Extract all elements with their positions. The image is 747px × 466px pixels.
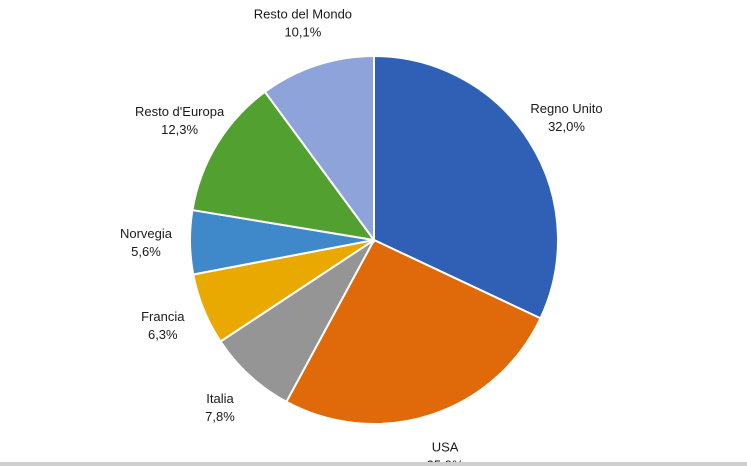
slice-category-label: Resto d'Europa (135, 104, 225, 119)
slice-label-usa: USA 25,9% (427, 440, 464, 462)
slice-value-label: 32,0% (548, 119, 585, 134)
slices-layer (189, 54, 559, 425)
slice-value-label: 25,9% (427, 458, 464, 462)
pie-slice-resto-d-europa (191, 90, 377, 242)
labels-layer: Regno Unito 32,0% USA 25,9% Italia 7,8% Franci… (120, 6, 603, 462)
slice-value-label: 6,3% (148, 327, 178, 342)
slice-label-resto-del-mondo: Resto del Mondo 10,1% (254, 6, 352, 39)
slice-category-label: Italia (206, 391, 234, 406)
slice-value-label: 7,8% (205, 409, 235, 424)
slice-label-resto-d-europa: Resto d'Europa 12,3% (135, 104, 225, 137)
slice-category-label: Francia (141, 309, 185, 324)
slice-category-label: Norvegia (120, 226, 173, 241)
slice-value-label: 5,6% (131, 244, 161, 259)
slice-value-label: 10,1% (284, 24, 321, 39)
slice-label-italia: Italia 7,8% (205, 391, 235, 424)
slice-category-label: Resto del Mondo (254, 6, 352, 21)
pie-slice-resto-del-mondo (263, 54, 375, 244)
bottom-divider (0, 462, 747, 466)
slice-label-francia: Francia 6,3% (141, 309, 185, 342)
slice-label-norvegia: Norvegia 5,6% (120, 226, 173, 259)
slice-category-label: Regno Unito (530, 101, 602, 116)
slice-value-label: 12,3% (161, 122, 198, 137)
slice-label-regno-unito: Regno Unito 32,0% (530, 101, 602, 134)
slice-category-label: USA (432, 440, 459, 455)
pie-slice-regno-unito (373, 54, 559, 320)
